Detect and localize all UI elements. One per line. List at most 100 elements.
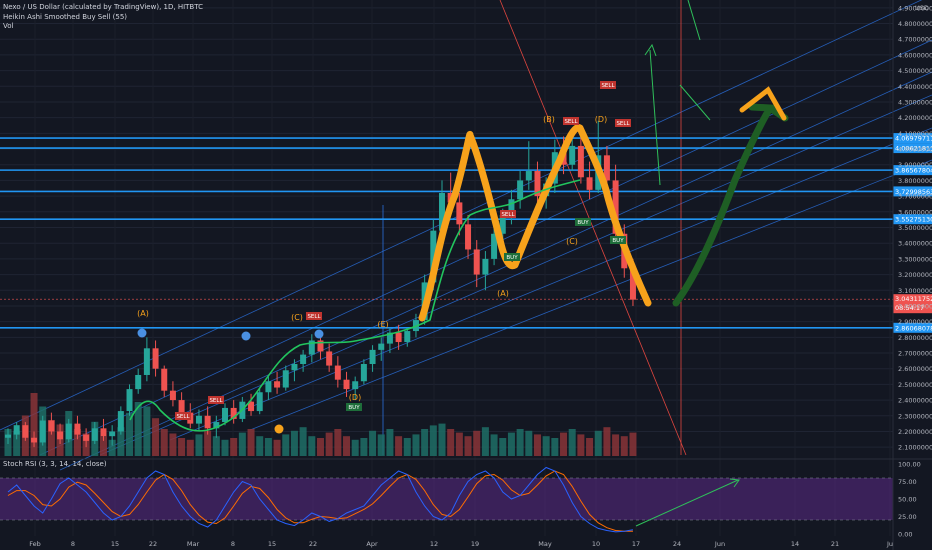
signal-label: BUY <box>612 238 624 244</box>
volume-bar <box>429 425 437 456</box>
candle-body <box>135 374 142 390</box>
candle-body <box>83 434 90 441</box>
target-arrow <box>739 86 787 121</box>
volume-bar <box>603 427 611 456</box>
price-tick: 4.300000000 <box>898 98 932 106</box>
candle-body <box>265 381 272 393</box>
price-tick: 4.700000000 <box>898 36 932 44</box>
descending-line <box>499 0 687 456</box>
volume-bar <box>386 429 394 456</box>
candle-body <box>143 348 150 375</box>
stoch-rsi-legend[interactable]: Stoch RSI (3, 3, 14, 14, close) <box>3 460 107 468</box>
volume-bar <box>612 434 620 456</box>
candle-body <box>274 381 281 388</box>
price-axis[interactable]: 4.900000000 4.800000000 4.700000000 4.60000… <box>892 0 932 550</box>
candle-body <box>395 332 402 343</box>
volume-bar <box>308 436 316 456</box>
volume-bar <box>134 402 142 456</box>
wave-label: (A) <box>497 289 509 298</box>
stoch-rsi-pane[interactable]: 100.00 75.00 50.00 25.00 0.00 <box>0 458 932 539</box>
level-tag <box>893 186 932 197</box>
user-drawings[interactable] <box>129 0 789 432</box>
time-tick: Feb <box>29 540 41 548</box>
candle-body <box>491 233 498 259</box>
candle-body <box>473 249 480 275</box>
level-tag <box>893 143 932 154</box>
marker-circle <box>274 424 284 434</box>
price-tick: 2.200000000 <box>898 428 932 436</box>
candle-body <box>300 354 307 364</box>
symbol-title[interactable]: Nexo / US Dollar (calculated by TradingV… <box>3 3 203 11</box>
price-tick: 3.200000000 <box>898 271 932 279</box>
volume-bar <box>316 438 324 456</box>
time-tick: 24 <box>673 540 681 548</box>
volume-bar <box>403 438 411 456</box>
time-tick: Mar <box>187 540 200 548</box>
volume-bar <box>525 430 533 456</box>
volume-bar <box>230 438 238 456</box>
signal-tag <box>208 396 224 404</box>
candle-body <box>178 400 185 413</box>
volume-bar <box>620 436 628 456</box>
volume-title[interactable]: Vol <box>3 22 14 30</box>
thin-arrow <box>679 84 711 121</box>
volume-bar <box>195 434 203 456</box>
time-axis[interactable]: Feb 8 15 22 Mar 8 15 22 Apr 12 19 May 10 17 24 Jun 14 21 J… <box>29 540 893 548</box>
level-tag <box>893 165 932 176</box>
volume-bar <box>481 427 489 456</box>
price-tick: 2.500000000 <box>898 381 932 389</box>
candle-body <box>629 268 636 300</box>
volume-bar <box>594 430 602 456</box>
signal-tag <box>504 253 520 261</box>
signal-tag <box>600 81 616 89</box>
price-tick: 4.100000000 <box>898 130 932 138</box>
candle-body <box>109 431 116 437</box>
volume-bar <box>221 439 229 456</box>
candle-body <box>282 370 289 388</box>
horizontal-levels[interactable]: 4.069797117 4.006218114 3.865678042 3.72998… <box>0 133 932 333</box>
volume-bar <box>178 438 186 456</box>
volume-bar <box>421 429 429 456</box>
candle-body <box>534 171 541 197</box>
volume-bar <box>47 420 55 456</box>
level-label: 4.006218114 <box>895 145 932 153</box>
candle-body <box>152 348 159 369</box>
candle-body <box>352 381 359 390</box>
time-tick: 14 <box>791 540 799 548</box>
candle-body <box>91 428 98 441</box>
time-tick: Apr <box>366 540 378 548</box>
volume-bar <box>299 427 307 456</box>
candle-body <box>161 368 168 391</box>
rsi-band <box>0 478 893 520</box>
level-tag <box>893 322 932 333</box>
candle-body <box>430 230 437 283</box>
volume-bar <box>126 412 134 456</box>
indicator-title[interactable]: Heikin Ashi Smoothed Buy Sell (55) <box>3 12 128 21</box>
wave-label: (B) <box>543 115 555 124</box>
volume-bar <box>551 438 559 456</box>
volume-bar <box>377 434 385 456</box>
last-price-tag <box>893 294 932 314</box>
marker-circle <box>137 328 147 338</box>
level-label: 3.729985638 <box>895 188 932 196</box>
price-tick: 4.500000000 <box>898 67 932 75</box>
wave-annotations: (A) (C) (E) (D) (A) (B) (C) (D) SELL SELL SELL SELL… <box>137 81 631 434</box>
price-tick: 2.300000000 <box>898 412 932 420</box>
volume-bar <box>507 432 515 456</box>
candle-body <box>48 420 55 432</box>
candle-body <box>508 199 515 215</box>
price-tick: 2.800000000 <box>898 334 932 342</box>
signal-tag <box>610 236 626 244</box>
time-tick: Ju <box>886 540 893 548</box>
signal-tag <box>346 403 362 411</box>
volume-bar <box>360 438 368 456</box>
marker-circle <box>314 329 324 339</box>
candle-body <box>204 415 211 429</box>
candle-body <box>369 349 376 364</box>
stoch-k-line <box>7 466 634 533</box>
price-candles[interactable] <box>5 120 636 448</box>
candle-body <box>378 343 385 350</box>
price-tick: 2.600000000 <box>898 365 932 373</box>
rsi-tick: 75.00 <box>898 478 917 486</box>
